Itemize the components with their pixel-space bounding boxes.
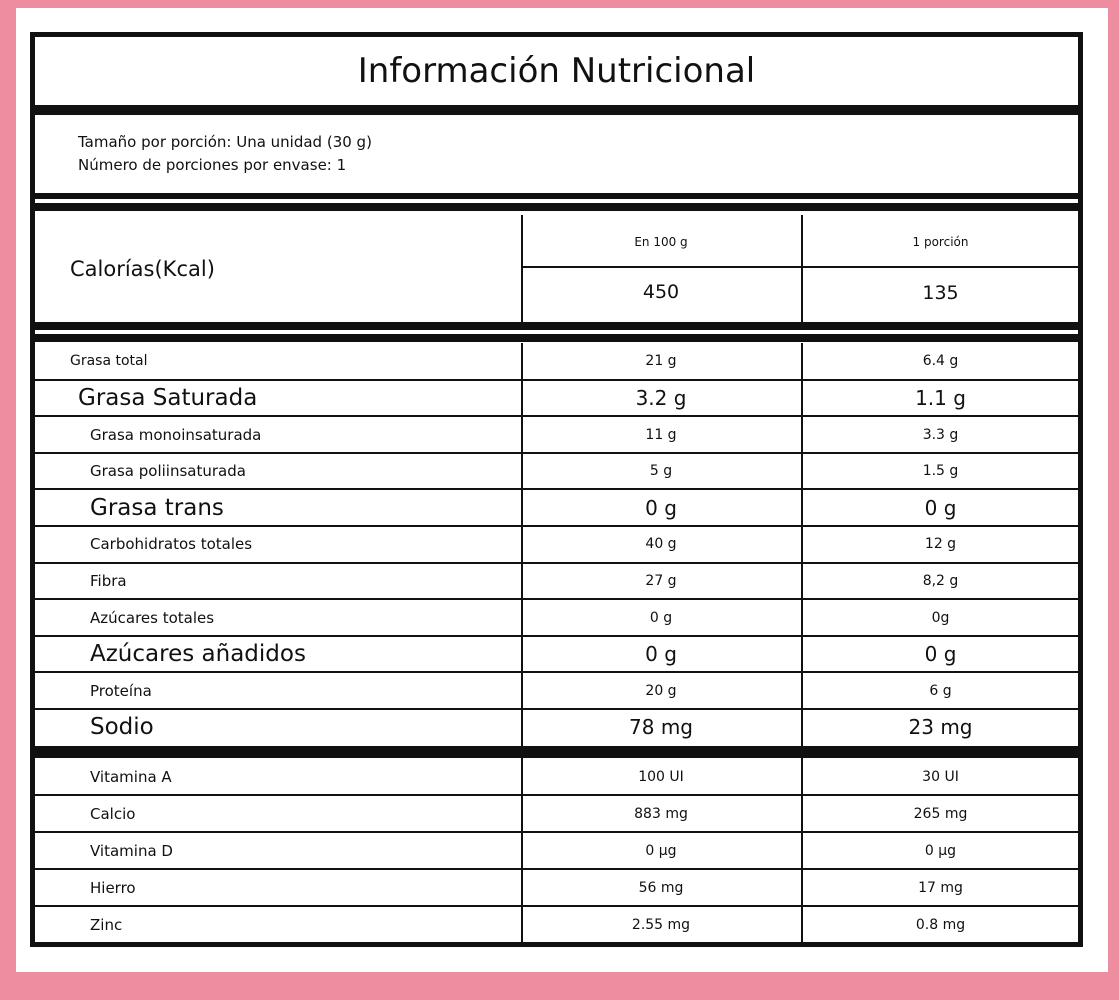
per-portion-value: 0 g bbox=[924, 642, 957, 667]
calories-value: 450 bbox=[642, 281, 680, 303]
rule bbox=[30, 868, 1083, 870]
per-portion-value: 0 µg bbox=[924, 842, 957, 859]
calories-value: 135 bbox=[922, 282, 959, 304]
nutrient-name: Grasa Saturada bbox=[78, 384, 258, 411]
per-100g-value: 0 g bbox=[645, 642, 677, 667]
nutrient-name: Grasa poliinsaturada bbox=[90, 462, 246, 481]
per-100g-value: 78 mg bbox=[629, 715, 693, 740]
per-portion-value: 12 g bbox=[924, 536, 957, 553]
per-portion-value: 6.4 g bbox=[922, 353, 959, 370]
per-portion-value: 23 mg bbox=[908, 715, 973, 740]
rule bbox=[30, 378, 1083, 381]
rule bbox=[30, 334, 1083, 342]
nutrient-name: Azúcares añadidos bbox=[90, 641, 306, 668]
nutrient-name: Sodio bbox=[90, 714, 154, 741]
nutrient-name: Zinc bbox=[90, 915, 123, 934]
per-100g-value: 11 g bbox=[645, 426, 677, 443]
per-100g-value: 20 g bbox=[645, 682, 677, 699]
per-portion-value: 17 mg bbox=[918, 879, 963, 896]
nutrient-name: Azúcares totales bbox=[90, 608, 215, 627]
per-portion-value: 6 g bbox=[929, 682, 952, 699]
nutrient-name: Vitamina D bbox=[90, 841, 173, 860]
per-portion-value: 0g bbox=[931, 609, 950, 626]
rule bbox=[801, 215, 803, 325]
per-portion-value: 1.5 g bbox=[922, 463, 959, 480]
nutrient-name: Hierro bbox=[90, 878, 136, 897]
per-100g-value: 56 mg bbox=[638, 879, 684, 896]
rule bbox=[30, 203, 1083, 211]
per-portion-value: 8,2 g bbox=[922, 572, 959, 589]
per-100g-value: 100 UI bbox=[638, 768, 684, 785]
rule bbox=[521, 343, 523, 746]
per-100g-value: 40 g bbox=[645, 536, 677, 553]
nutrient-name: Calcio bbox=[90, 804, 136, 823]
column-header: 1 porción bbox=[912, 235, 969, 249]
per-100g-value: 2.55 mg bbox=[631, 916, 691, 933]
rule bbox=[30, 32, 1083, 37]
rule bbox=[801, 758, 803, 943]
rule bbox=[30, 525, 1083, 527]
nutrient-name: Grasa monoinsaturada bbox=[90, 425, 262, 444]
rule bbox=[30, 105, 1083, 115]
rule bbox=[30, 905, 1083, 907]
calories-label: Calorías(Kcal) bbox=[70, 257, 215, 281]
per-100g-value: 883 mg bbox=[634, 805, 688, 822]
rule bbox=[30, 415, 1083, 418]
per-portion-value: 3.3 g bbox=[922, 426, 959, 443]
rule bbox=[801, 343, 803, 746]
rule bbox=[521, 266, 1083, 268]
nutrient-name: Grasa trans bbox=[90, 494, 224, 521]
serving-count: Número de porciones por envase: 1 bbox=[78, 156, 347, 174]
rule bbox=[30, 708, 1083, 710]
serving-size: Tamaño por porción: Una unidad (30 g) bbox=[78, 133, 372, 151]
rule bbox=[30, 561, 1083, 564]
rule bbox=[30, 488, 1083, 491]
rule bbox=[30, 794, 1083, 796]
rule bbox=[30, 831, 1083, 833]
rule bbox=[30, 193, 1083, 199]
per-portion-value: 0.8 mg bbox=[915, 916, 966, 933]
per-100g-value: 0 g bbox=[649, 609, 673, 626]
nutrient-name: Grasa total bbox=[70, 353, 148, 370]
rule bbox=[30, 746, 1083, 758]
nutrient-name: Carbohidratos totales bbox=[90, 535, 253, 554]
per-portion-value: 265 mg bbox=[913, 805, 968, 822]
nutrient-name: Fibra bbox=[90, 571, 127, 590]
rule bbox=[30, 598, 1083, 601]
nutrient-name: Vitamina A bbox=[90, 767, 172, 786]
rule bbox=[521, 758, 523, 943]
per-100g-value: 0 g bbox=[645, 495, 677, 520]
rule bbox=[30, 942, 1083, 947]
per-portion-value: 1.1 g bbox=[915, 385, 966, 410]
rule bbox=[521, 215, 523, 325]
nutrient-name: Proteína bbox=[90, 681, 152, 700]
column-header: En 100 g bbox=[634, 235, 688, 249]
per-100g-value: 5 g bbox=[649, 463, 673, 480]
per-portion-value: 30 UI bbox=[922, 768, 959, 785]
per-100g-value: 21 g bbox=[645, 353, 677, 370]
per-portion-value: 0 g bbox=[924, 495, 957, 520]
rule bbox=[30, 322, 1083, 330]
rule bbox=[30, 634, 1083, 637]
rule bbox=[30, 451, 1083, 454]
per-100g-value: 27 g bbox=[645, 572, 677, 589]
rule bbox=[30, 671, 1083, 674]
per-100g-value: 0 µg bbox=[645, 842, 677, 859]
per-100g-value: 3.2 g bbox=[635, 385, 687, 410]
title: Información Nutricional bbox=[357, 51, 756, 91]
